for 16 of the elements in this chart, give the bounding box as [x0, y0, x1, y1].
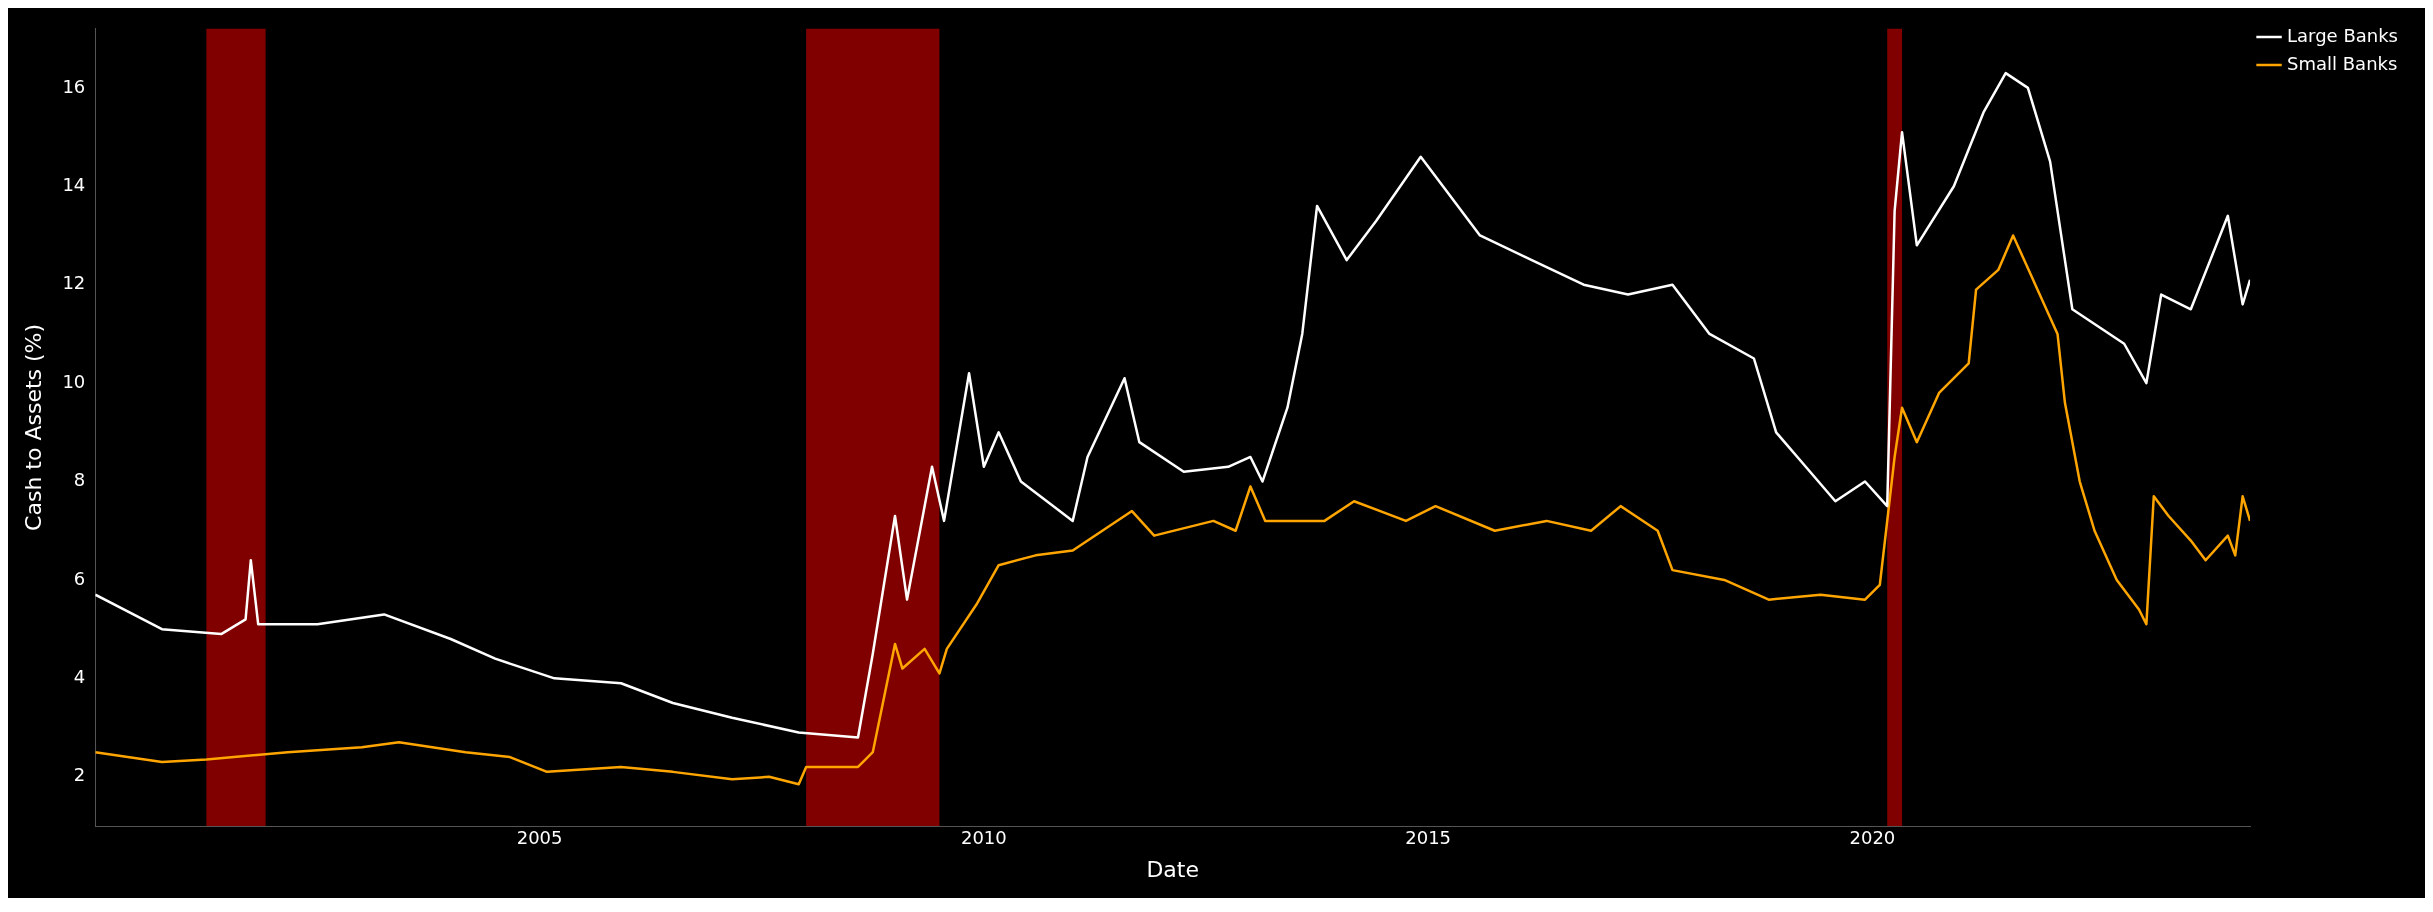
- y-tick-label: 2: [73, 764, 86, 786]
- y-tick-label: 12: [62, 272, 86, 294]
- x-axis-title: Date: [1146, 856, 1199, 882]
- y-tick-label: 6: [73, 567, 86, 589]
- y-tick-label: 10: [62, 370, 86, 392]
- x-tick-label: 2010: [960, 827, 1007, 849]
- y-tick-label: 16: [62, 75, 86, 97]
- x-tick-label: 2015: [1405, 827, 1452, 849]
- x-tick-label: 2005: [516, 827, 563, 849]
- legend-label: Large Banks: [2287, 24, 2398, 46]
- y-tick-label: 14: [62, 173, 86, 195]
- legend-label: Small Banks: [2287, 52, 2398, 74]
- y-tick-label: 4: [73, 666, 86, 688]
- y-tick-label: 8: [73, 469, 86, 491]
- y-axis-title: Cash to Assets (%): [20, 323, 46, 531]
- x-tick-label: 2020: [1849, 827, 1896, 849]
